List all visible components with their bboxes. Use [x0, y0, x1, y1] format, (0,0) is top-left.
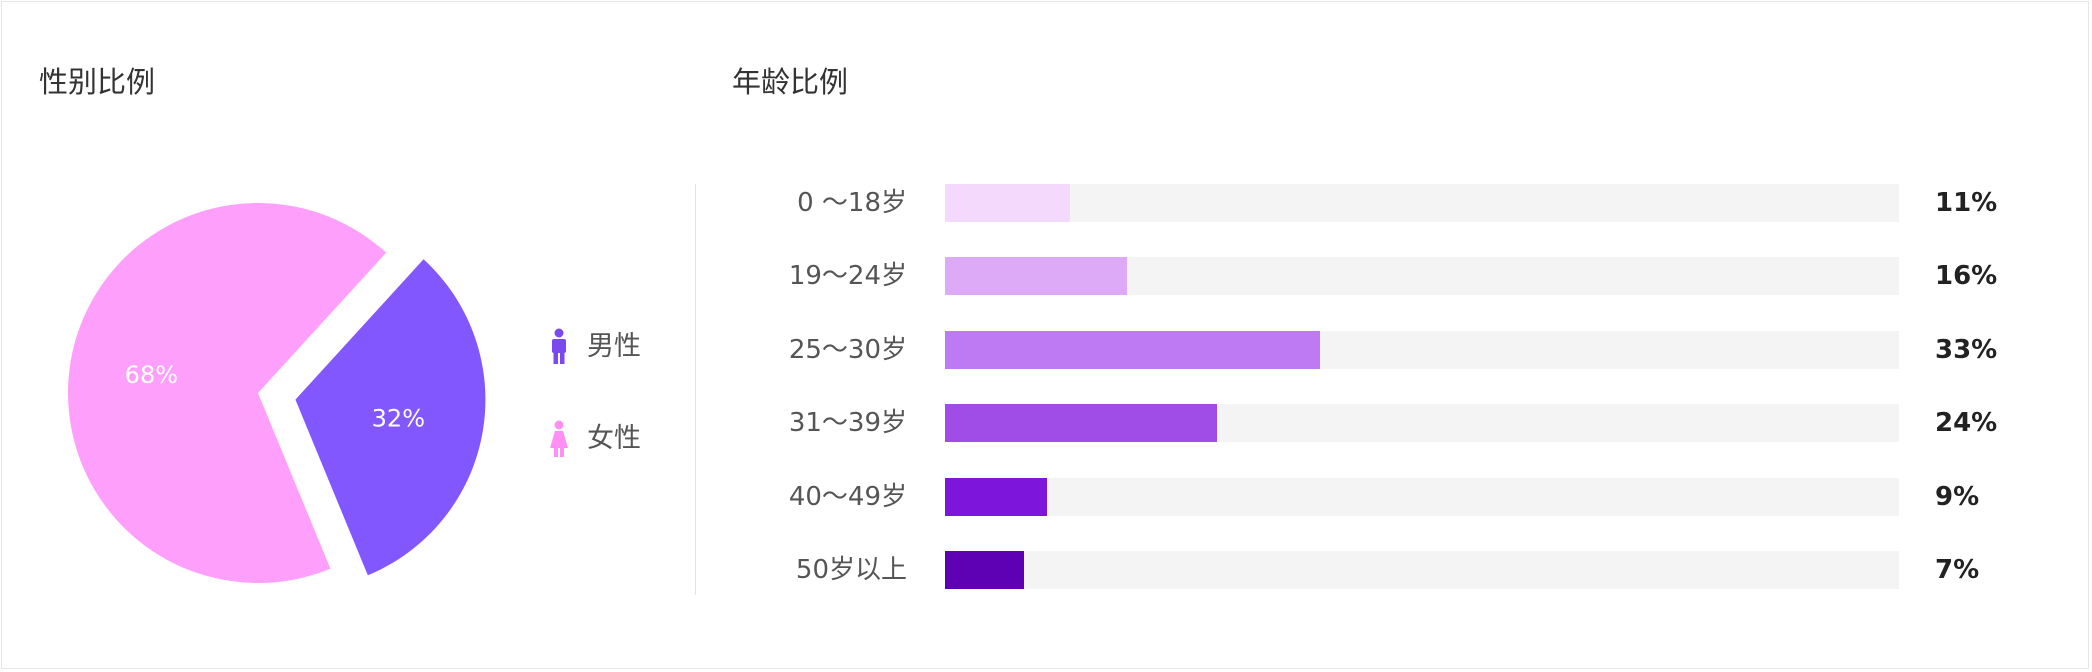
gender-pie-chart: 32% 68%	[68, 203, 486, 584]
age-bar	[945, 184, 1070, 222]
age-bar	[945, 257, 1127, 296]
legend-label-female: 女性	[587, 423, 641, 454]
age-bar-value: 16%	[1935, 261, 1998, 292]
age-bar	[945, 551, 1025, 589]
age-bar-track	[945, 551, 1899, 589]
age-bar-value: 7%	[1935, 555, 1980, 585]
age-bar-row: 0 ～18岁 11%	[702, 184, 2042, 222]
age-category-label: 0 ～18岁	[797, 188, 907, 218]
age-bar-row: 19～24岁 16%	[702, 257, 2042, 296]
age-category-label: 40～49岁	[788, 481, 907, 512]
male-person-icon	[552, 328, 566, 364]
pie-slice-female	[68, 203, 387, 584]
age-category-label: 50岁以上	[795, 555, 907, 585]
legend-label-male: 男性	[587, 331, 641, 362]
gender-ratio-title: 性别比例	[39, 65, 156, 99]
age-category-label: 19～24岁	[788, 261, 907, 292]
age-bar-row: 25～30岁 33%	[702, 330, 2042, 369]
age-bar-track	[945, 257, 1899, 296]
age-bar-value: 24%	[1935, 408, 1998, 439]
female-person-icon	[550, 420, 568, 457]
age-bar-row: 31～39岁 24%	[702, 404, 2042, 443]
age-bar-value: 11%	[1935, 188, 1998, 218]
pie-slice-male	[295, 259, 486, 576]
section-divider	[695, 184, 696, 595]
age-bar-track	[945, 184, 1899, 222]
age-bar	[945, 330, 1320, 369]
age-bar	[945, 404, 1218, 443]
age-category-label: 31～39岁	[788, 408, 907, 439]
age-category-label: 25～30岁	[788, 334, 907, 365]
age-bar-value: 33%	[1935, 334, 1998, 365]
age-ratio-title: 年龄比例	[732, 65, 849, 99]
age-bar	[945, 477, 1048, 516]
pie-label-female: 68%	[125, 361, 178, 389]
age-bar-row: 50岁以上 7%	[702, 551, 2042, 589]
age-bar-value: 9%	[1935, 481, 1980, 512]
age-bar-track	[945, 404, 1899, 443]
pie-label-male: 32%	[372, 405, 425, 433]
age-bar-row: 40～49岁 9%	[702, 477, 2042, 516]
age-bar-track	[945, 477, 1899, 516]
age-bar-track	[945, 330, 1899, 369]
